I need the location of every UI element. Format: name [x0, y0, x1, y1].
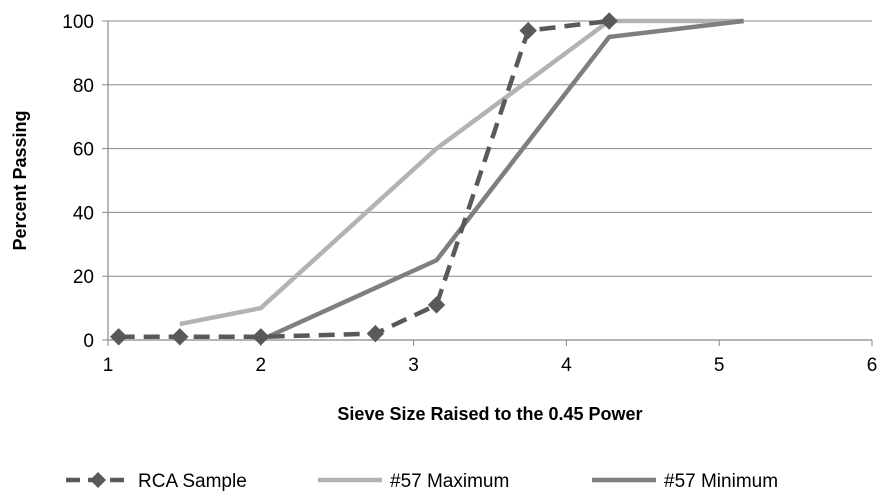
rca-sample-point: [366, 324, 385, 343]
y-tick-label: 100: [62, 12, 94, 33]
x-tick-label: 4: [561, 355, 572, 376]
series-line-rca-sample: [118, 18, 610, 340]
x-tick-label: 1: [103, 355, 114, 376]
legend-label: #57 Maximum: [390, 471, 509, 492]
rca-sample-point: [109, 328, 128, 346]
x-axis-title: Sieve Size Raised to the 0.45 Power: [337, 404, 642, 424]
rca-sample-point: [427, 296, 446, 314]
y-axis-title: Percent Passing: [10, 110, 30, 250]
y-tick-label: 80: [73, 76, 94, 97]
y-tick-label: 40: [73, 203, 94, 224]
series-line--57-maximum: [179, 18, 744, 327]
axes: [102, 20, 873, 346]
rca-sample-point: [171, 328, 189, 346]
x-tick-label: 6: [867, 355, 878, 376]
y-tick-label: 20: [73, 267, 94, 288]
rca-sample-point: [600, 12, 618, 30]
legend-label: #57 Minimum: [664, 471, 778, 492]
rca-sample-point: [252, 328, 270, 346]
data-series: [109, 12, 744, 346]
x-tick-label: 3: [408, 355, 419, 376]
legend-label: RCA Sample: [138, 471, 247, 492]
legend: RCA Sample #57 Maximum #57 Minimum: [66, 471, 778, 492]
x-tick-label: 2: [256, 355, 267, 376]
series-line--57-minimum: [259, 18, 744, 343]
rca-sample-point: [519, 21, 537, 40]
y-tick-label: 60: [73, 140, 94, 161]
y-tick-label: 0: [83, 331, 94, 352]
legend-marker-diamond: [90, 472, 106, 488]
x-tick-label: 5: [714, 355, 725, 376]
